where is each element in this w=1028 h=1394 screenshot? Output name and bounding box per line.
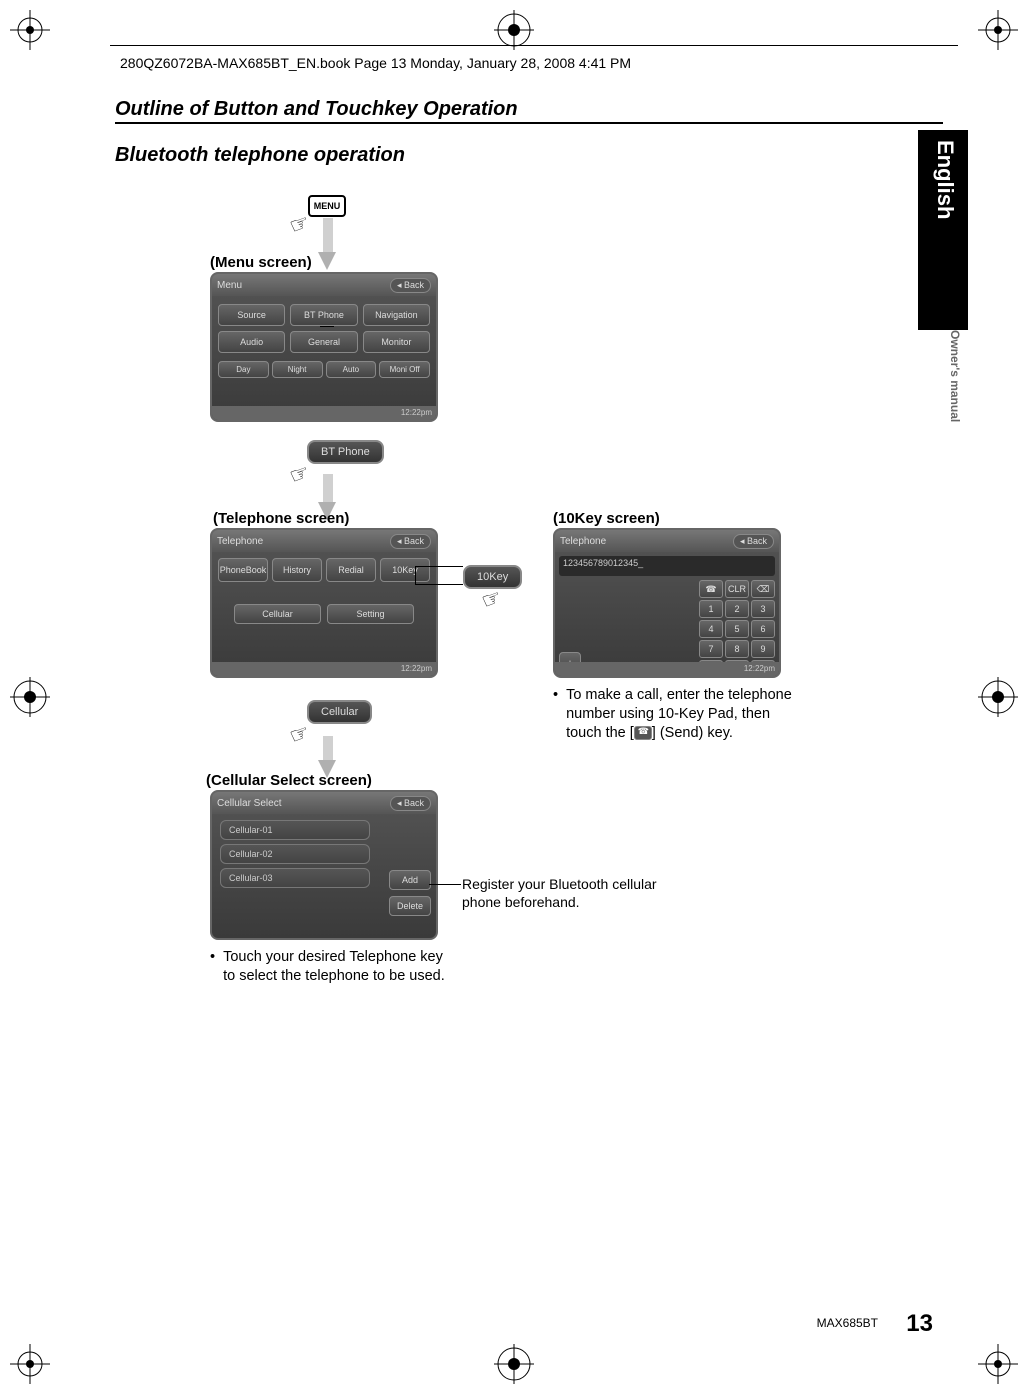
cellular-item[interactable]: Cellular-01 — [220, 820, 370, 840]
numpad-8[interactable]: 8 — [725, 640, 749, 658]
menu-screen: Menu ◂ Back Source BT Phone Navigation A… — [210, 272, 438, 422]
clear-key[interactable]: CLR — [725, 580, 749, 598]
send-key[interactable]: ☎ — [699, 580, 723, 598]
setting-button[interactable]: Setting — [327, 604, 414, 624]
numpad-9[interactable]: 9 — [751, 640, 775, 658]
tenkey-note: • To make a call, enter the telephone nu… — [553, 686, 793, 743]
footer-page-number: 13 — [906, 1310, 933, 1338]
crop-mark-icon — [10, 10, 50, 50]
header-rule — [110, 45, 958, 46]
back-button[interactable]: ◂ Back — [733, 534, 774, 549]
numpad-3[interactable]: 3 — [751, 600, 775, 618]
numpad-1[interactable]: 1 — [699, 600, 723, 618]
cellular-screen-label: (Cellular Select screen) — [206, 772, 372, 789]
numpad-7[interactable]: 7 — [699, 640, 723, 658]
screen-title: Telephone — [560, 536, 606, 547]
delete-button[interactable]: Delete — [389, 896, 431, 916]
tenkey-screen: Telephone ◂ Back 123456789012345_ + ☎ CL… — [553, 528, 781, 678]
callout-line — [415, 566, 416, 584]
flow-arrow — [323, 218, 333, 254]
telephone-screen-label: (Telephone screen) — [213, 510, 349, 527]
screen-title: Menu — [217, 280, 242, 291]
cellular-item[interactable]: Cellular-03 — [220, 868, 370, 888]
screen-footer-time: 12:22pm — [212, 662, 436, 676]
bullet: • — [210, 948, 215, 986]
section-title-rule — [115, 122, 943, 124]
crop-mark-icon — [978, 1344, 1018, 1384]
footer-model: MAX685BT — [817, 1316, 878, 1330]
note-text: Touch your desired Telephone key to sele… — [223, 948, 446, 986]
menu-day-button[interactable]: Day — [218, 361, 269, 378]
numpad-6[interactable]: 6 — [751, 620, 775, 638]
callout-line — [415, 566, 463, 567]
crop-mark-icon — [978, 10, 1018, 50]
backspace-key[interactable]: ⌫ — [751, 580, 775, 598]
menu-night-button[interactable]: Night — [272, 361, 323, 378]
number-display: 123456789012345_ — [559, 556, 775, 576]
flow-arrow-head — [318, 252, 336, 270]
screen-footer-time: 12:22pm — [555, 662, 779, 676]
history-button[interactable]: History — [272, 558, 322, 582]
tenkey-button[interactable]: 10Key — [380, 558, 430, 582]
flow-arrow — [323, 474, 333, 504]
cellular-button[interactable]: Cellular — [234, 604, 321, 624]
telephone-screen: Telephone ◂ Back PhoneBook History Redia… — [210, 528, 438, 678]
send-icon — [634, 726, 652, 740]
callout-line — [415, 584, 463, 585]
cellular-select-screen: Cellular Select ◂ Back Cellular-01 Cellu… — [210, 790, 438, 940]
owners-manual-label: Owner's manual — [946, 330, 962, 422]
add-note: Register your Bluetooth cellular phone b… — [462, 875, 682, 911]
cellular-note: • Touch your desired Telephone key to se… — [210, 948, 446, 986]
menu-auto-button[interactable]: Auto — [326, 361, 377, 378]
menu-audio-button[interactable]: Audio — [218, 331, 285, 353]
crop-mark-icon — [978, 677, 1018, 717]
flow-arrow — [323, 736, 333, 762]
crop-mark-icon — [10, 677, 50, 717]
menu-general-button[interactable]: General — [290, 331, 357, 353]
subsection-title: Bluetooth telephone operation — [115, 144, 405, 167]
back-button[interactable]: ◂ Back — [390, 278, 431, 293]
phonebook-button[interactable]: PhoneBook — [218, 558, 268, 582]
screen-title: Cellular Select — [217, 798, 281, 809]
menu-navigation-button[interactable]: Navigation — [363, 304, 430, 326]
btphone-pill[interactable]: BT Phone — [307, 440, 384, 464]
bullet: • — [553, 686, 558, 743]
menu-screen-label: (Menu screen) — [210, 254, 312, 271]
section-title: Outline of Button and Touchkey Operation — [115, 98, 518, 121]
numpad-5[interactable]: 5 — [725, 620, 749, 638]
callout-line — [429, 884, 461, 885]
header-text: 280QZ6072BA-MAX685BT_EN.book Page 13 Mon… — [120, 55, 631, 71]
cellular-pill[interactable]: Cellular — [307, 700, 372, 724]
tenkey-screen-label: (10Key screen) — [553, 510, 660, 527]
screen-footer-time: 12:22pm — [212, 406, 436, 420]
screen-title: Telephone — [217, 536, 263, 547]
numpad-2[interactable]: 2 — [725, 600, 749, 618]
menu-btphone-button[interactable]: BT Phone — [290, 304, 357, 326]
menu-monioff-button[interactable]: Moni Off — [379, 361, 430, 378]
language-tab: English — [918, 130, 968, 330]
language-label: English — [918, 140, 958, 219]
menu-monitor-button[interactable]: Monitor — [363, 331, 430, 353]
add-button[interactable]: Add — [389, 870, 431, 890]
crop-mark-icon — [494, 10, 534, 50]
redial-button[interactable]: Redial — [326, 558, 376, 582]
numpad-4[interactable]: 4 — [699, 620, 723, 638]
crop-mark-icon — [494, 1344, 534, 1384]
note-text: To make a call, enter the telephone numb… — [566, 686, 793, 743]
back-button[interactable]: ◂ Back — [390, 534, 431, 549]
crop-mark-icon — [10, 1344, 50, 1384]
menu-source-button[interactable]: Source — [218, 304, 285, 326]
cellular-item[interactable]: Cellular-02 — [220, 844, 370, 864]
callout-line — [320, 326, 334, 327]
back-button[interactable]: ◂ Back — [390, 796, 431, 811]
